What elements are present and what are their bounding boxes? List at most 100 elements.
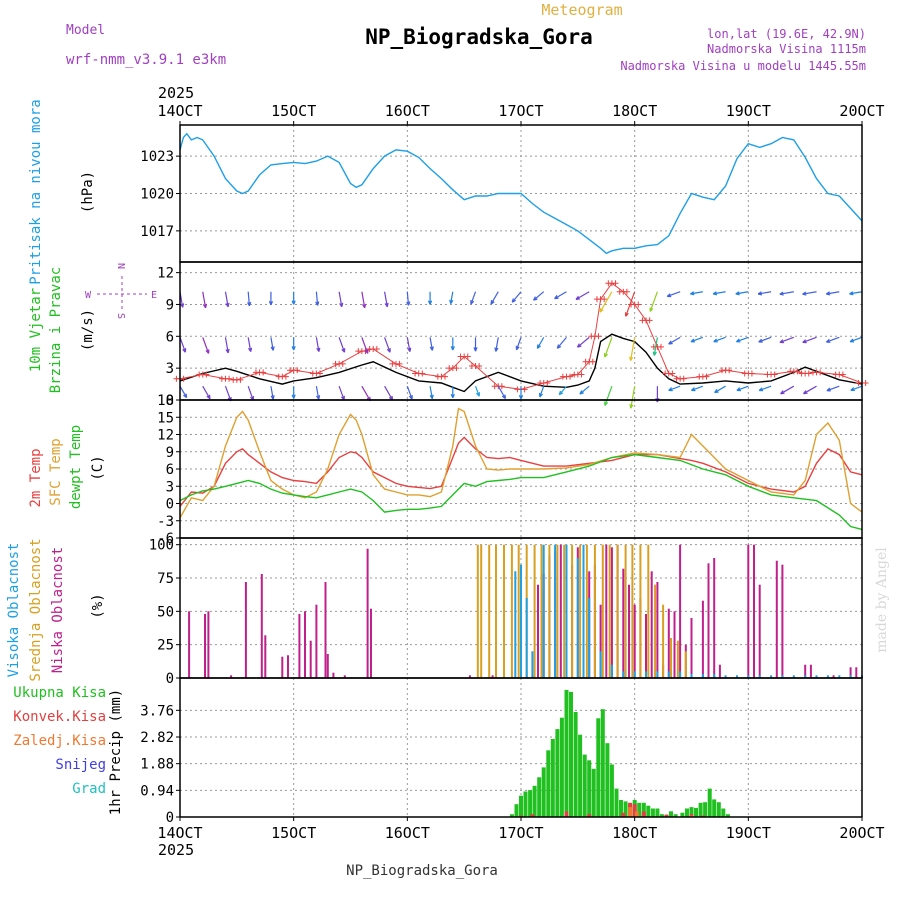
- precip-legend-item: Zaledj.Kisa: [13, 733, 106, 749]
- bar: [680, 812, 685, 817]
- bar: [578, 734, 583, 817]
- bar: [758, 584, 761, 678]
- bar: [712, 799, 717, 817]
- wind-arrowhead: [603, 353, 608, 358]
- wind-arrowhead: [758, 387, 764, 392]
- wind-arrowhead: [225, 348, 230, 354]
- bar: [701, 674, 704, 678]
- wind-arrow: [556, 336, 567, 349]
- bar: [188, 611, 191, 678]
- wind-arrowhead: [629, 404, 634, 409]
- compass-south: S: [115, 313, 126, 319]
- meteogram-subtitle: Meteogram: [541, 1, 622, 19]
- bar: [309, 640, 312, 678]
- wind-arrow: [802, 291, 817, 295]
- lonlat-label: lon,lat (19.6E, 42.9N): [707, 27, 866, 41]
- gust-marker: [339, 360, 346, 367]
- y-tick-label: 0: [166, 810, 174, 826]
- y-tick-label: 25: [157, 638, 174, 654]
- bar: [781, 675, 784, 678]
- bar: [610, 547, 613, 678]
- y-tick-label: 75: [157, 571, 174, 587]
- wind-arrow: [668, 336, 681, 345]
- bar: [244, 582, 247, 678]
- bar: [633, 671, 636, 678]
- gust-marker: [544, 380, 551, 387]
- bar: [537, 777, 542, 817]
- bar: [366, 548, 369, 678]
- wind-arrowhead: [206, 394, 211, 400]
- wind-arrow: [179, 385, 188, 398]
- model-label: Model: [66, 23, 105, 38]
- wind-arrow: [690, 291, 703, 295]
- bar: [540, 544, 543, 678]
- wind-arrow: [558, 385, 567, 396]
- wind-arrow: [604, 385, 613, 406]
- elevation-label: Nadmorska Visina 1115m: [707, 42, 866, 56]
- wind-arrowhead: [316, 347, 321, 352]
- wind-arrowhead: [449, 299, 454, 305]
- wind-arrow: [224, 385, 232, 402]
- bar: [770, 675, 773, 678]
- wind-arrow: [495, 337, 499, 352]
- gust-marker: [794, 368, 801, 375]
- grid-layer: [179, 125, 863, 818]
- wind-arrowhead: [539, 392, 544, 398]
- wind-arrowhead: [712, 291, 718, 296]
- y-tick-label: 1020: [140, 187, 174, 203]
- bar: [593, 544, 596, 678]
- x-tick-label-bottom: 14OCT: [157, 824, 202, 842]
- wind-arrow: [625, 291, 636, 317]
- bar: [838, 675, 841, 678]
- bar: [815, 675, 818, 678]
- bar: [532, 785, 537, 817]
- wind-arrow: [849, 336, 863, 343]
- wind-arrow: [536, 337, 545, 349]
- wind-arrow: [713, 336, 726, 343]
- ylabel-precip: 1hr Precip (mm): [108, 689, 124, 815]
- bar: [670, 638, 672, 678]
- wind-arrow: [736, 385, 749, 391]
- page-title: NP_Biogradska_Gora: [365, 25, 593, 49]
- wind-arrow: [450, 291, 454, 304]
- wind-arrow: [757, 291, 772, 295]
- gust-marker: [464, 353, 471, 360]
- bar: [260, 574, 263, 678]
- wind-arrow: [338, 291, 343, 307]
- wind-arrowhead: [470, 300, 475, 305]
- wind-arrow: [736, 336, 749, 343]
- y-tick-label: 18: [157, 393, 174, 409]
- bar: [655, 808, 660, 817]
- wind-arrow: [247, 291, 250, 306]
- wind-arrow: [224, 291, 229, 307]
- wind-arrowhead: [205, 349, 210, 354]
- bar: [747, 544, 750, 678]
- wind-arrowhead: [407, 347, 412, 352]
- gust-marker: [748, 370, 755, 377]
- bar: [281, 656, 284, 678]
- wind-arrowhead: [225, 302, 230, 308]
- bar: [637, 802, 642, 817]
- gust-marker: [703, 373, 710, 380]
- wind-arrowhead: [825, 338, 831, 343]
- y-tick-label: 15: [157, 410, 174, 426]
- y-tick-label: 0: [166, 393, 174, 409]
- bar: [725, 814, 730, 817]
- bar: [520, 564, 522, 678]
- bar: [650, 808, 655, 817]
- gust-marker: [578, 371, 585, 378]
- bar: [758, 675, 761, 678]
- wind-arrow: [384, 385, 394, 401]
- wind-arrow: [315, 291, 319, 306]
- gust-marker: [260, 369, 267, 376]
- wind-arrowhead: [364, 349, 369, 354]
- bar: [530, 814, 535, 817]
- x-tick-label-bottom: 17OCT: [498, 824, 543, 842]
- wind-arrow: [224, 337, 229, 354]
- wind-arrow: [429, 386, 433, 399]
- wind-arrow: [470, 291, 477, 305]
- bar: [650, 571, 653, 678]
- wind-arrow: [533, 291, 545, 301]
- y-tick-label: 0.94: [140, 783, 174, 799]
- bar: [641, 811, 646, 817]
